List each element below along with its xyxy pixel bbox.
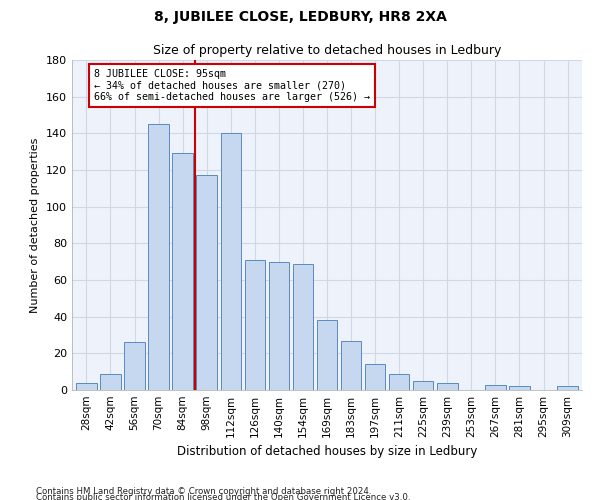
Bar <box>557 386 578 390</box>
Bar <box>76 382 97 390</box>
Bar <box>341 340 361 390</box>
Bar <box>317 320 337 390</box>
Bar <box>148 124 169 390</box>
Title: Size of property relative to detached houses in Ledbury: Size of property relative to detached ho… <box>153 44 501 58</box>
Bar <box>485 384 506 390</box>
Bar <box>221 134 241 390</box>
Bar <box>124 342 145 390</box>
Bar <box>509 386 530 390</box>
Bar <box>196 176 217 390</box>
Bar <box>293 264 313 390</box>
Y-axis label: Number of detached properties: Number of detached properties <box>31 138 40 312</box>
Bar <box>100 374 121 390</box>
Bar <box>269 262 289 390</box>
Text: Contains HM Land Registry data © Crown copyright and database right 2024.: Contains HM Land Registry data © Crown c… <box>36 486 371 496</box>
Bar <box>245 260 265 390</box>
Bar <box>365 364 385 390</box>
Bar <box>413 381 433 390</box>
Text: 8 JUBILEE CLOSE: 95sqm
← 34% of detached houses are smaller (270)
66% of semi-de: 8 JUBILEE CLOSE: 95sqm ← 34% of detached… <box>94 69 370 102</box>
Bar <box>437 382 458 390</box>
Text: 8, JUBILEE CLOSE, LEDBURY, HR8 2XA: 8, JUBILEE CLOSE, LEDBURY, HR8 2XA <box>154 10 446 24</box>
X-axis label: Distribution of detached houses by size in Ledbury: Distribution of detached houses by size … <box>177 446 477 458</box>
Text: Contains public sector information licensed under the Open Government Licence v3: Contains public sector information licen… <box>36 492 410 500</box>
Bar <box>172 154 193 390</box>
Bar <box>389 374 409 390</box>
